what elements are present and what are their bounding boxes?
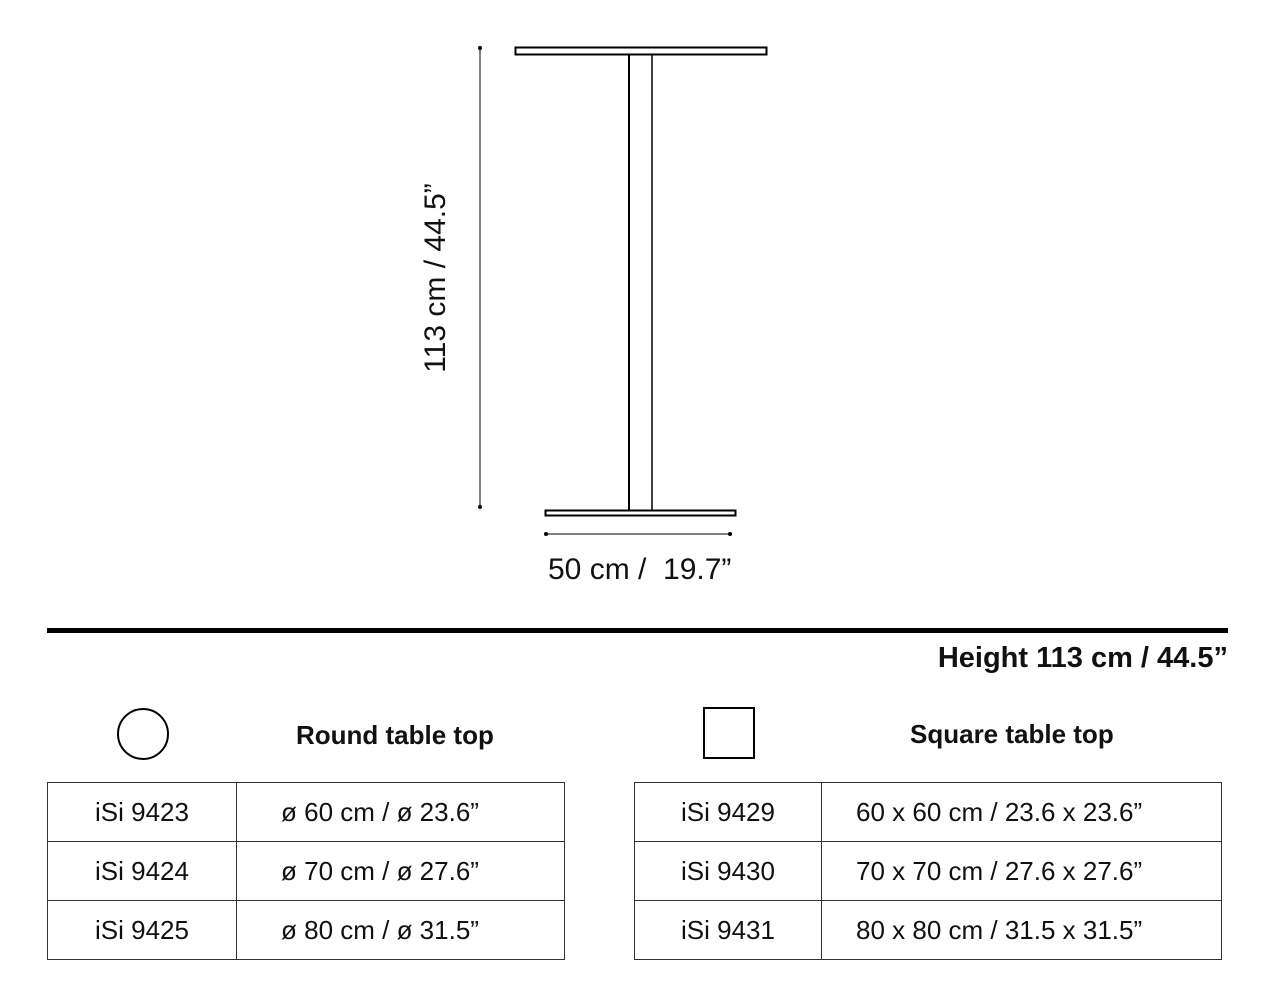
size-cell: ø 60 cm / ø 23.6” [236,782,565,842]
base-dimension-line [544,532,732,536]
table-row: iSi 9429 60 x 60 cm / 23.6 x 23.6” [634,782,1222,842]
table-top [514,46,768,56]
code-cell: iSi 9430 [634,841,822,901]
table-base [544,509,737,517]
height-dimension-line [478,46,482,509]
table-row: iSi 9423 ø 60 cm / ø 23.6” [47,782,565,842]
size-cell: ø 80 cm / ø 31.5” [236,900,565,960]
code-cell: iSi 9425 [47,900,237,960]
code-cell: iSi 9429 [634,782,822,842]
divider [47,628,1228,633]
table-row: iSi 9430 70 x 70 cm / 27.6 x 27.6” [634,841,1222,901]
table-row: iSi 9431 80 x 80 cm / 31.5 x 31.5” [634,900,1222,960]
height-label: Height 113 cm / 44.5” [937,642,1228,674]
size-cell: 70 x 70 cm / 27.6 x 27.6” [821,841,1222,901]
base-dimension-label: 50 cm / 19.7” [548,553,732,586]
circle-icon [117,708,169,760]
size-cell: 80 x 80 cm / 31.5 x 31.5” [821,900,1222,960]
size-cell: ø 70 cm / ø 27.6” [236,841,565,901]
size-cell: 60 x 60 cm / 23.6 x 23.6” [821,782,1222,842]
square-title: Square table top [910,719,1114,749]
round-table: iSi 9423 ø 60 cm / ø 23.6” iSi 9424 ø 70 c… [47,782,565,960]
square-icon [703,707,755,759]
table-side-drawing [478,46,768,536]
code-cell: iSi 9431 [634,900,822,960]
table-row: iSi 9425 ø 80 cm / ø 31.5” [47,900,565,960]
square-table: iSi 9429 60 x 60 cm / 23.6 x 23.6” iSi 94… [634,782,1222,960]
round-title: Round table top [296,720,494,750]
table-row: iSi 9424 ø 70 cm / ø 27.6” [47,841,565,901]
code-cell: iSi 9424 [47,841,237,901]
code-cell: iSi 9423 [47,782,237,842]
height-dimension-label: 113 cm / 44.5” [419,183,452,373]
